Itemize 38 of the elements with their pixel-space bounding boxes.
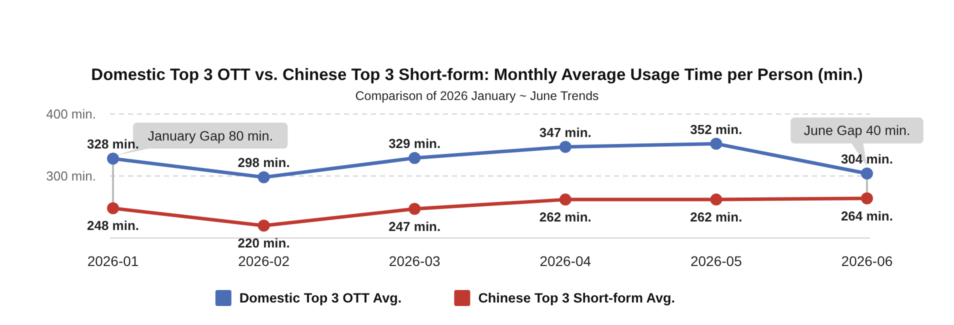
annotation: June Gap 40 min. <box>804 123 910 138</box>
data-label: 262 min. <box>539 210 592 225</box>
point <box>559 140 572 153</box>
x-tick-label: 2026-05 <box>690 253 742 269</box>
point <box>710 138 722 150</box>
data-label: 248 min. <box>87 218 140 234</box>
point <box>408 152 421 164</box>
point <box>408 202 421 215</box>
x-tick-label: 2026-01 <box>87 253 139 269</box>
data-label: 347 min. <box>539 124 592 140</box>
data-label: 298 min. <box>238 155 290 170</box>
point <box>258 171 270 184</box>
point <box>107 152 120 165</box>
data-label: 220 min. <box>238 236 290 251</box>
x-tick-label: 2026-04 <box>540 253 592 269</box>
data-label: 264 min. <box>840 208 893 224</box>
point <box>710 194 722 206</box>
x-tick-label: 2026-06 <box>841 253 893 269</box>
point <box>860 192 873 204</box>
point <box>559 194 572 206</box>
point <box>860 168 873 180</box>
point <box>258 220 270 232</box>
annotation: January Gap 80 min. <box>148 128 274 144</box>
data-label: 329 min. <box>388 136 441 152</box>
data-label: 352 min. <box>690 122 742 137</box>
point <box>107 202 120 214</box>
y-tick-label: 300 min. <box>46 168 96 184</box>
data-label: 262 min. <box>690 210 742 225</box>
data-label: 247 min. <box>388 218 441 234</box>
data-label: 328 min. <box>87 136 140 152</box>
legend-label: Chinese Top 3 Short-form Avg. <box>478 290 675 306</box>
chart-title: Domestic Top 3 OTT vs. Chinese Top 3 Short-form: Monthly Average Usage Time per Person (min.) <box>91 66 863 84</box>
legend-label: Domestic Top 3 OTT Avg. <box>239 290 402 306</box>
chart-subtitle: Comparison of 2026 January ~ June Trends <box>355 89 599 103</box>
x-tick-label: 2026-02 <box>238 253 290 269</box>
data-label: 304 min. <box>840 152 893 167</box>
y-tick-label: 400 min. <box>46 106 96 122</box>
x-tick-label: 2026-03 <box>388 253 440 269</box>
